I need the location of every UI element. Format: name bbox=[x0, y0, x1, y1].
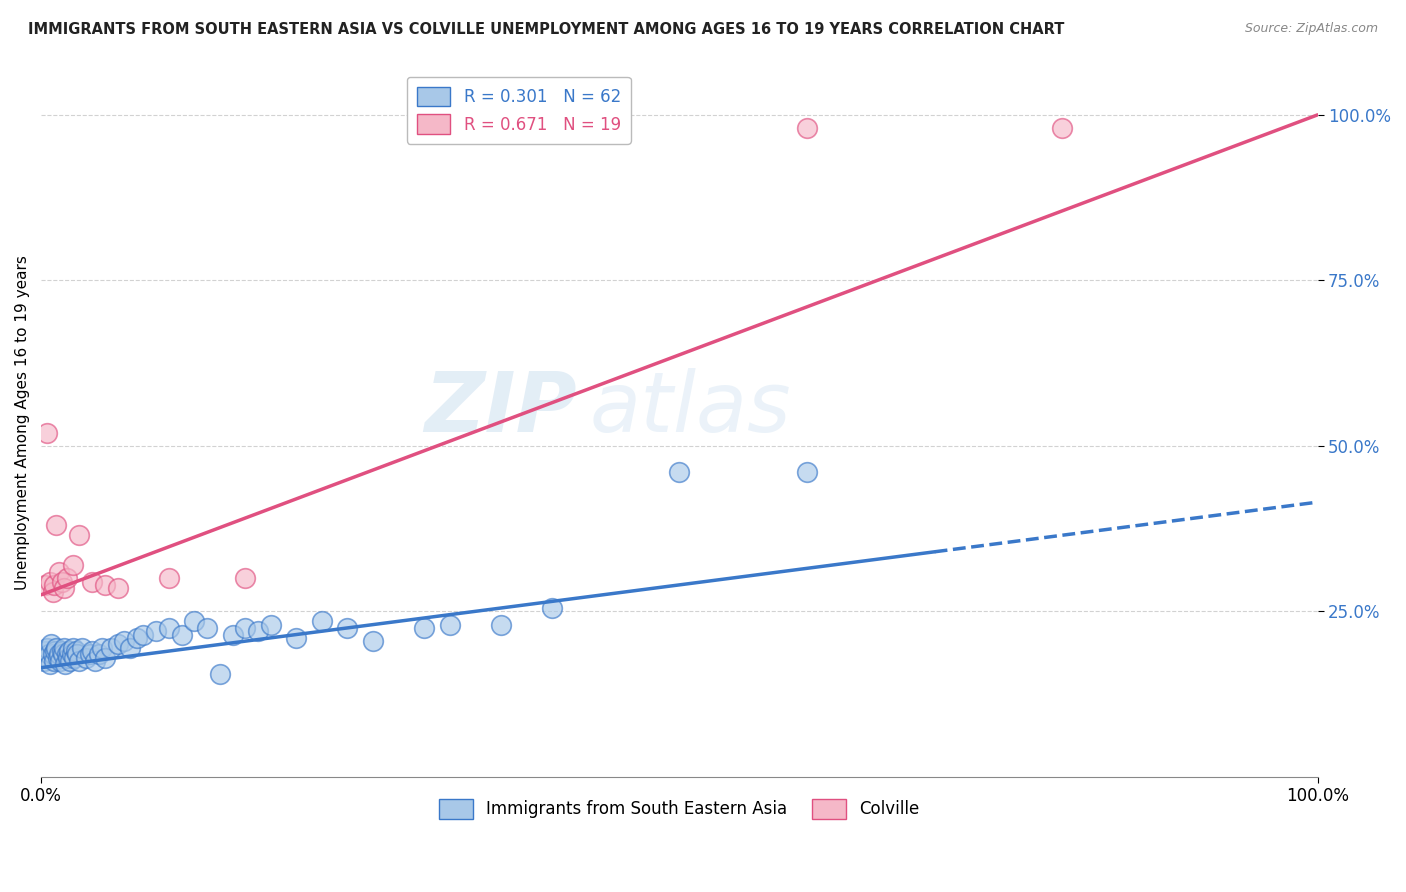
Point bbox=[60, 648, 83, 662]
Point bbox=[125, 631, 148, 645]
Point bbox=[55, 648, 77, 662]
Point bbox=[413, 621, 436, 635]
Point bbox=[32, 654, 55, 668]
Point bbox=[52, 648, 75, 662]
Point bbox=[35, 650, 58, 665]
Text: ZIP: ZIP bbox=[425, 368, 578, 449]
Point bbox=[48, 565, 70, 579]
Point bbox=[195, 621, 218, 635]
Point bbox=[157, 621, 180, 635]
Point bbox=[82, 574, 104, 589]
Point bbox=[53, 657, 76, 672]
Text: atlas: atlas bbox=[591, 368, 792, 449]
Point bbox=[668, 466, 690, 480]
Point bbox=[91, 640, 114, 655]
Point bbox=[70, 640, 93, 655]
Point bbox=[39, 657, 62, 672]
Point bbox=[62, 558, 84, 572]
Point bbox=[285, 631, 308, 645]
Point bbox=[94, 650, 117, 665]
Point bbox=[145, 624, 167, 639]
Point bbox=[59, 654, 82, 668]
Point bbox=[45, 518, 67, 533]
Point bbox=[63, 650, 86, 665]
Point bbox=[44, 644, 66, 658]
Point bbox=[38, 648, 60, 662]
Point bbox=[66, 648, 89, 662]
Text: IMMIGRANTS FROM SOUTH EASTERN ASIA VS COLVILLE UNEMPLOYMENT AMONG AGES 16 TO 19 : IMMIGRANTS FROM SOUTH EASTERN ASIA VS CO… bbox=[28, 22, 1064, 37]
Point bbox=[157, 571, 180, 585]
Point bbox=[796, 121, 818, 136]
Point bbox=[34, 644, 56, 658]
Point bbox=[361, 634, 384, 648]
Point bbox=[112, 634, 135, 648]
Point bbox=[79, 648, 101, 662]
Point bbox=[34, 578, 56, 592]
Point bbox=[439, 617, 461, 632]
Text: Source: ZipAtlas.com: Source: ZipAtlas.com bbox=[1244, 22, 1378, 36]
Point bbox=[51, 574, 73, 589]
Point bbox=[107, 637, 129, 651]
Point bbox=[67, 654, 90, 668]
Point bbox=[221, 627, 243, 641]
Y-axis label: Unemployment Among Ages 16 to 19 years: Unemployment Among Ages 16 to 19 years bbox=[15, 255, 30, 591]
Point bbox=[51, 644, 73, 658]
Point bbox=[260, 617, 283, 632]
Point bbox=[41, 648, 63, 662]
Legend: Immigrants from South Eastern Asia, Colville: Immigrants from South Eastern Asia, Colv… bbox=[433, 793, 927, 825]
Point bbox=[82, 644, 104, 658]
Point bbox=[1052, 121, 1074, 136]
Point bbox=[45, 640, 67, 655]
Point bbox=[42, 654, 65, 668]
Point bbox=[56, 650, 79, 665]
Point bbox=[55, 571, 77, 585]
Point bbox=[796, 466, 818, 480]
Point bbox=[83, 654, 105, 668]
Point bbox=[53, 581, 76, 595]
Point bbox=[62, 640, 84, 655]
Point bbox=[75, 650, 97, 665]
Point bbox=[67, 528, 90, 542]
Point bbox=[49, 654, 72, 668]
Point bbox=[94, 578, 117, 592]
Point bbox=[336, 621, 359, 635]
Point bbox=[540, 601, 562, 615]
Point bbox=[311, 615, 333, 629]
Point bbox=[208, 667, 231, 681]
Point bbox=[107, 581, 129, 595]
Point bbox=[37, 640, 59, 655]
Point bbox=[100, 640, 122, 655]
Point bbox=[41, 637, 63, 651]
Point bbox=[48, 648, 70, 662]
Point bbox=[247, 624, 270, 639]
Point bbox=[132, 627, 155, 641]
Point bbox=[489, 617, 512, 632]
Point bbox=[183, 615, 205, 629]
Point bbox=[58, 644, 80, 658]
Point bbox=[46, 650, 69, 665]
Point bbox=[233, 571, 256, 585]
Point bbox=[37, 425, 59, 440]
Point bbox=[233, 621, 256, 635]
Point bbox=[53, 640, 76, 655]
Point bbox=[87, 648, 110, 662]
Point bbox=[42, 578, 65, 592]
Point bbox=[120, 640, 142, 655]
Point bbox=[65, 644, 87, 658]
Point bbox=[39, 574, 62, 589]
Point bbox=[41, 584, 63, 599]
Point bbox=[170, 627, 193, 641]
